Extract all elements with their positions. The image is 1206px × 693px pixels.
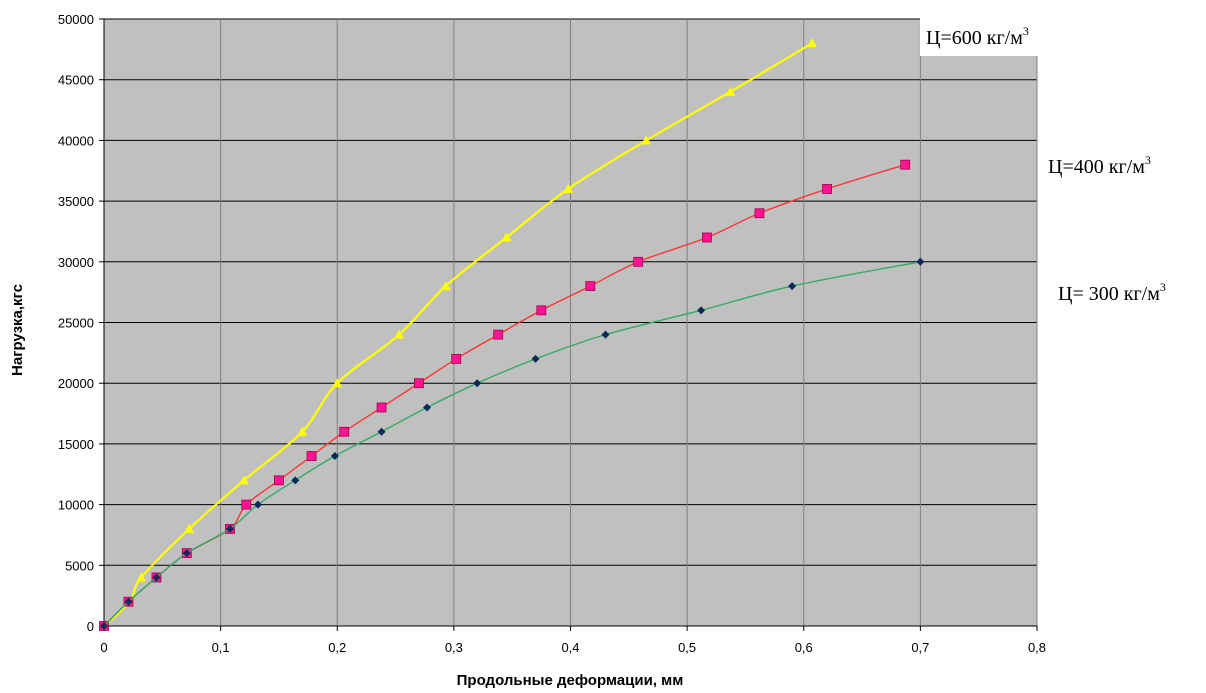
y-axis-title: Нагрузка,кгс	[9, 284, 26, 376]
x-tick-label: 0,5	[678, 640, 696, 655]
axes	[99, 18, 1038, 631]
data-point	[152, 573, 161, 582]
data-point	[531, 354, 540, 363]
x-tick-label: 0,2	[328, 640, 346, 655]
data-point	[754, 208, 765, 219]
data-point	[585, 281, 596, 291]
series-labels: Ц=600 кг/м3 Ц=400 кг/м3 Ц= 300 кг/м3	[920, 12, 1206, 312]
series-label-superscript: 3	[1160, 280, 1166, 294]
x-tick-label: 0,4	[561, 640, 579, 655]
series-label-text: Ц=400 кг/м3	[1048, 153, 1151, 178]
y-tick-label: 5000	[65, 558, 94, 573]
data-point	[339, 426, 350, 437]
x-tick-label: 0,8	[1028, 640, 1046, 655]
series-label-box	[1052, 270, 1206, 312]
y-tick-label: 35000	[58, 194, 94, 209]
data-point	[253, 500, 262, 509]
data-point	[184, 523, 195, 533]
x-axis-title: Продольные деформации, мм	[457, 672, 684, 689]
data-point	[440, 281, 451, 291]
x-tick-label: 0,7	[911, 640, 929, 655]
data-point	[601, 330, 610, 339]
series-2	[100, 257, 925, 630]
data-point	[124, 597, 133, 606]
data-point	[641, 135, 652, 145]
x-tick-labels: 0 0,1 0,2 0,3 0,4 0,5 0,6 0,7 0,8	[100, 640, 1046, 655]
x-tick-label: 0	[100, 640, 107, 655]
series-label-text: Ц= 300 кг/м3	[1058, 280, 1166, 305]
data-point	[100, 622, 108, 630]
data-point	[332, 378, 343, 388]
series-label-2: Ц= 300 кг/м3	[1052, 270, 1206, 312]
y-tick-label: 0	[87, 619, 94, 634]
data-point	[297, 426, 308, 436]
data-point	[788, 282, 797, 291]
y-tick-label: 45000	[58, 73, 94, 88]
x-tick-label: 0,3	[445, 640, 463, 655]
series-label-superscript: 3	[1023, 24, 1029, 38]
data-point	[291, 476, 300, 485]
x-tick-label: 0,6	[795, 640, 813, 655]
data-point	[238, 475, 249, 485]
y-tick-labels: 0 5000 10000 15000 20000 25000 30000 35000 40000…	[58, 12, 94, 634]
data-point	[493, 329, 504, 340]
data-point	[806, 38, 817, 48]
data-point	[900, 159, 911, 170]
y-tick-label: 15000	[58, 437, 94, 452]
data-point	[241, 499, 252, 510]
data-point	[225, 524, 234, 533]
y-tick-label: 40000	[58, 133, 94, 148]
data-point	[274, 475, 284, 486]
y-tick-label: 30000	[58, 255, 94, 270]
series-label-box	[1042, 143, 1202, 185]
y-tick-label: 50000	[58, 12, 94, 27]
data-point	[536, 305, 547, 316]
data-point	[697, 306, 706, 315]
data-point	[413, 378, 424, 389]
data-point	[330, 452, 339, 461]
data-point	[377, 427, 386, 436]
data-point	[702, 232, 712, 243]
data-point	[394, 329, 405, 339]
y-tick-label: 20000	[58, 376, 94, 391]
y-tick-label: 10000	[58, 498, 94, 513]
series-label-box	[920, 12, 1078, 56]
series-label-1: Ц=400 кг/м3	[1042, 143, 1202, 185]
data-point	[501, 232, 512, 242]
data-point	[423, 403, 432, 412]
data-point	[916, 257, 925, 266]
y-tick-label: 25000	[58, 316, 94, 331]
x-tick-label: 0,1	[212, 640, 230, 655]
data-point	[633, 256, 644, 267]
grid	[104, 18, 1038, 626]
series-label-text: Ц=600 кг/м3	[926, 24, 1029, 49]
data-point	[376, 402, 387, 413]
data-point	[306, 451, 317, 461]
series-label-0: Ц=600 кг/м3	[920, 12, 1078, 56]
data-point	[822, 184, 832, 194]
data-point	[136, 572, 147, 582]
data-point	[182, 549, 191, 558]
series-label-superscript: 3	[1145, 153, 1151, 167]
series-layer	[99, 38, 925, 631]
data-point	[563, 183, 574, 193]
data-point	[451, 354, 462, 364]
data-point	[725, 86, 736, 96]
data-point	[473, 379, 482, 388]
